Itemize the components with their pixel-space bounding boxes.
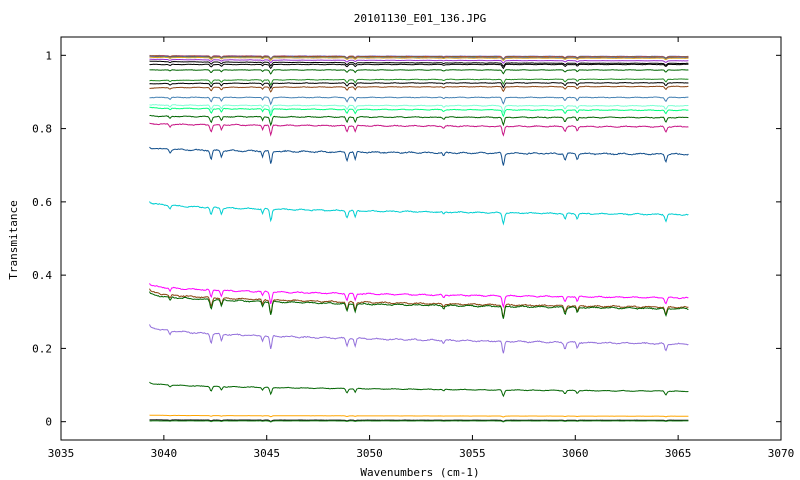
series-line bbox=[149, 146, 689, 166]
y-tick-label: 1 bbox=[45, 49, 52, 62]
series-layer bbox=[149, 54, 689, 423]
series-line bbox=[149, 201, 689, 226]
series-line bbox=[149, 58, 689, 64]
plot-frame bbox=[60, 36, 782, 441]
series-line bbox=[149, 78, 689, 86]
series-line bbox=[149, 60, 689, 67]
series-line bbox=[149, 81, 689, 90]
series-line bbox=[149, 106, 689, 118]
series-line bbox=[149, 69, 689, 75]
chart-title: 20101130_E01_136.JPG bbox=[354, 12, 486, 25]
y-tick-label: 0.4 bbox=[32, 269, 52, 282]
x-tick-label: 3070 bbox=[768, 447, 795, 460]
series-line bbox=[149, 288, 689, 318]
y-axis: 0 0.2 0.4 0.6 0.8 1 bbox=[32, 49, 781, 429]
y-tick-label: 0.8 bbox=[32, 123, 52, 136]
series-line bbox=[149, 103, 689, 114]
series-line bbox=[149, 420, 689, 423]
y-tick-label: 0.2 bbox=[32, 342, 52, 355]
x-tick-label: 3055 bbox=[459, 447, 486, 460]
y-tick-label: 0.6 bbox=[32, 196, 52, 209]
x-tick-label: 3060 bbox=[562, 447, 589, 460]
x-tick-label: 3035 bbox=[48, 447, 75, 460]
series-line bbox=[149, 96, 689, 106]
series-line bbox=[149, 291, 689, 319]
series-line bbox=[149, 381, 689, 398]
x-tick-label: 3045 bbox=[253, 447, 280, 460]
x-tick-label: 3050 bbox=[356, 447, 383, 460]
series-line bbox=[149, 63, 689, 70]
series-line bbox=[149, 414, 689, 418]
series-line bbox=[149, 283, 689, 309]
x-axis-label: Wavenumbers (cm-1) bbox=[360, 466, 479, 479]
x-tick-label: 3065 bbox=[665, 447, 692, 460]
series-line bbox=[149, 419, 689, 422]
x-tick-label: 3040 bbox=[151, 447, 178, 460]
series-line bbox=[149, 114, 689, 127]
y-axis-label: Transmitance bbox=[7, 200, 20, 279]
y-tick-label: 0 bbox=[45, 416, 52, 429]
series-line bbox=[149, 56, 689, 62]
x-axis: 3035 3040 3045 3050 3055 3060 3065 3070 bbox=[48, 37, 795, 460]
series-line bbox=[149, 85, 689, 93]
series-line bbox=[149, 324, 689, 354]
series-line bbox=[149, 122, 689, 137]
